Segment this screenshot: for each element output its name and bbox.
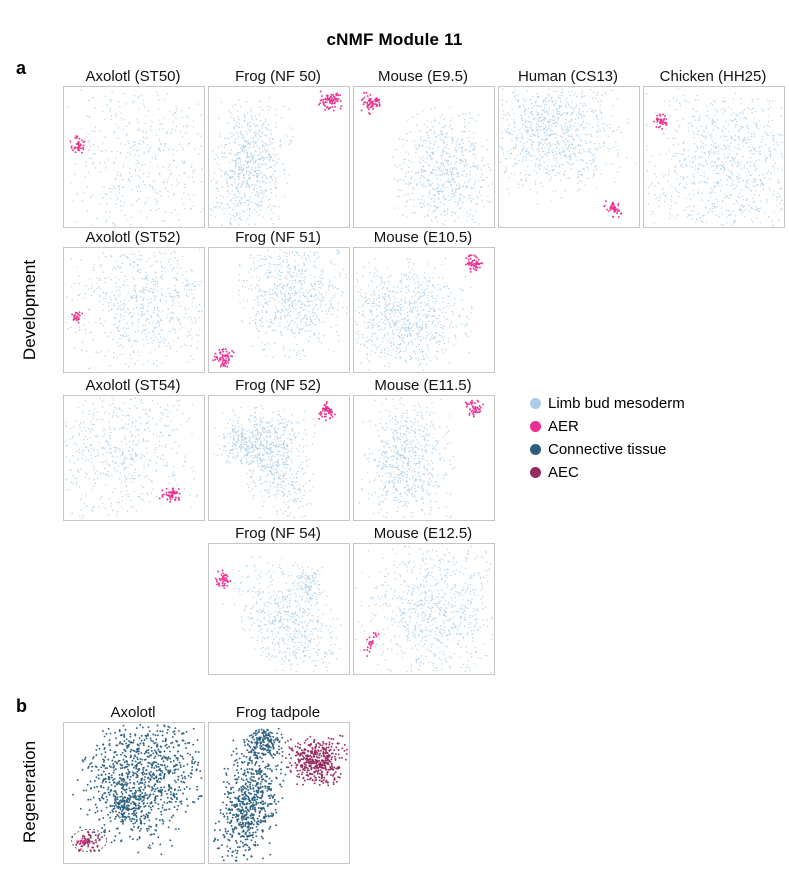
legend: Limb bud mesoderm AER Connective tissue … xyxy=(530,392,685,484)
umap-plot xyxy=(63,722,205,864)
plot-title: Chicken (HH25) xyxy=(659,68,767,85)
plot-title: Frog tadpole xyxy=(235,704,321,721)
figure-title: cNMF Module 11 xyxy=(326,30,463,49)
plot-title: Mouse (E12.5) xyxy=(373,525,473,542)
plot-title: Axolotl (ST50) xyxy=(85,68,181,85)
umap-canvas xyxy=(354,544,494,674)
plot-title: Axolotl xyxy=(110,704,156,721)
umap-plot xyxy=(208,247,350,373)
umap-canvas xyxy=(354,87,494,227)
umap-plot xyxy=(63,86,205,228)
aec-dot-icon xyxy=(530,467,541,478)
plot-title: Axolotl (ST54) xyxy=(85,377,181,394)
umap-plot xyxy=(353,247,495,373)
umap-plot xyxy=(353,86,495,228)
panel-b-label: b xyxy=(16,696,27,716)
plot-title: Mouse (E11.5) xyxy=(374,377,472,394)
legend-item-aer: AER xyxy=(530,415,685,438)
plot-title: Mouse (E9.5) xyxy=(377,68,469,85)
umap-plot xyxy=(208,86,350,228)
plot-title: Mouse (E10.5) xyxy=(373,229,473,246)
plot-title: Human (CS13) xyxy=(517,68,619,85)
connective-tissue-dot-icon xyxy=(530,444,541,455)
umap-canvas xyxy=(644,87,784,227)
limb-bud-mesoderm-dot-icon xyxy=(530,398,541,409)
umap-canvas xyxy=(209,396,349,520)
umap-plot xyxy=(208,722,350,864)
plot-title: Frog (NF 54) xyxy=(235,525,321,542)
umap-canvas xyxy=(64,248,204,372)
legend-item-limb-bud-mesoderm: Limb bud mesoderm xyxy=(530,392,685,415)
plot-title: Frog (NF 52) xyxy=(235,377,321,394)
umap-canvas xyxy=(209,723,349,863)
umap-plot xyxy=(353,543,495,675)
legend-item-aec: AEC xyxy=(530,461,685,484)
umap-plot xyxy=(208,543,350,675)
umap-canvas xyxy=(209,544,349,674)
umap-canvas xyxy=(209,248,349,372)
development-axis-label: Development xyxy=(20,259,39,361)
panel-a-label: a xyxy=(16,58,27,78)
legend-label: AEC xyxy=(548,464,579,481)
umap-canvas xyxy=(354,248,494,372)
plot-title: Frog (NF 50) xyxy=(235,68,321,85)
umap-canvas xyxy=(64,87,204,227)
plot-title: Axolotl (ST52) xyxy=(85,229,181,246)
umap-canvas xyxy=(499,87,639,227)
legend-label: Connective tissue xyxy=(548,441,667,458)
umap-plot xyxy=(63,395,205,521)
legend-item-connective-tissue: Connective tissue xyxy=(530,438,685,461)
aer-dot-icon xyxy=(530,421,541,432)
umap-plot xyxy=(353,395,495,521)
umap-plot xyxy=(208,395,350,521)
umap-canvas xyxy=(209,87,349,227)
umap-plot xyxy=(63,247,205,373)
regeneration-axis-label: Regeneration xyxy=(20,740,39,844)
umap-canvas xyxy=(354,396,494,520)
plot-title: Frog (NF 51) xyxy=(235,229,321,246)
umap-canvas xyxy=(64,396,204,520)
umap-plot xyxy=(498,86,640,228)
legend-label: AER xyxy=(548,418,579,435)
legend-label: Limb bud mesoderm xyxy=(548,395,685,412)
umap-plot xyxy=(643,86,785,228)
umap-canvas xyxy=(64,723,204,863)
